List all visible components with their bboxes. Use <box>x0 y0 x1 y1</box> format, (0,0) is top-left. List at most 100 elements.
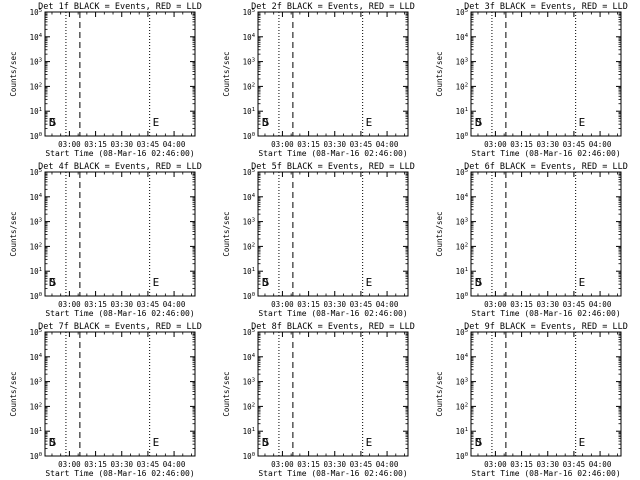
x-tick-label: 03:30 <box>323 460 346 469</box>
time-marker-label: E <box>579 116 586 129</box>
plot-frame <box>257 331 409 457</box>
y-tick-label: 103 <box>243 58 255 67</box>
y-tick-label: 100 <box>243 452 255 461</box>
panel-title: Det 4f BLACK = Events, RED = LLD <box>38 162 202 172</box>
x-tick-label: 04:00 <box>376 460 399 469</box>
time-marker-label: S <box>263 276 270 289</box>
y-tick-label: 105 <box>243 8 255 17</box>
x-tick-label: 03:15 <box>84 140 107 149</box>
x-tick-label: 03:00 <box>271 460 294 469</box>
x-tick-label: 03:00 <box>271 300 294 309</box>
x-tick-label: 03:00 <box>58 460 81 469</box>
x-tick-label: 03:30 <box>323 140 346 149</box>
y-tick-label: 101 <box>30 427 42 436</box>
x-tick-label: 03:15 <box>84 300 107 309</box>
y-tick-label: 102 <box>456 82 468 91</box>
x-axis-label: Start Time (08-Mar-16 02:46:00) <box>471 149 620 158</box>
y-tick-label: 101 <box>30 107 42 116</box>
panel-title: Det 2f BLACK = Events, RED = LLD <box>251 2 415 12</box>
y-tick-label: 103 <box>30 58 42 67</box>
y-axis-label: Counts/sec <box>9 371 18 416</box>
x-axis-label: Start Time (08-Mar-16 02:46:00) <box>45 309 194 318</box>
time-marker-label: D <box>475 116 482 129</box>
x-tick-label: 03:15 <box>510 140 533 149</box>
time-marker-label: E <box>153 116 160 129</box>
x-tick-label: 04:00 <box>376 140 399 149</box>
time-marker-label: S <box>476 116 483 129</box>
x-tick-label: 03:15 <box>510 460 533 469</box>
x-tick-label: 03:45 <box>350 460 373 469</box>
y-tick-label: 104 <box>243 193 256 202</box>
x-tick-label: 03:45 <box>563 140 586 149</box>
x-axis-label: Start Time (08-Mar-16 02:46:00) <box>258 469 407 478</box>
y-tick-label: 105 <box>30 168 42 177</box>
time-marker-label: E <box>366 276 373 289</box>
time-marker-label: S <box>263 436 270 449</box>
y-tick-label: 104 <box>243 33 256 42</box>
x-tick-label: 03:00 <box>484 300 507 309</box>
time-marker-label: E <box>579 276 586 289</box>
y-tick-label: 104 <box>30 33 43 42</box>
x-tick-label: 03:30 <box>110 140 133 149</box>
y-tick-label: 102 <box>243 82 255 91</box>
time-marker-label: E <box>366 436 373 449</box>
x-tick-label: 03:15 <box>297 300 320 309</box>
y-tick-label: 102 <box>456 242 468 251</box>
y-tick-label: 103 <box>243 378 255 387</box>
x-tick-label: 03:45 <box>137 140 160 149</box>
y-tick-label: 104 <box>30 193 43 202</box>
detector-panel: Det 9f BLACK = Events, RED = LLD 100 101 10… <box>435 322 628 478</box>
y-axis-label: Counts/sec <box>222 211 231 256</box>
y-tick-label: 105 <box>30 328 42 337</box>
y-tick-label: 103 <box>456 58 468 67</box>
x-tick-label: 03:00 <box>271 140 294 149</box>
x-tick-label: 03:45 <box>563 300 586 309</box>
detector-panel: Det 2f BLACK = Events, RED = LLD 100 101 10… <box>222 2 415 158</box>
time-marker-label: D <box>262 436 269 449</box>
panel-title: Det 3f BLACK = Events, RED = LLD <box>464 2 628 12</box>
x-axis-label: Start Time (08-Mar-16 02:46:00) <box>471 309 620 318</box>
y-tick-label: 101 <box>30 267 42 276</box>
y-tick-label: 100 <box>30 132 42 141</box>
y-tick-label: 104 <box>456 353 469 362</box>
x-tick-label: 04:00 <box>376 300 399 309</box>
y-tick-label: 101 <box>243 267 255 276</box>
detector-panel: Det 7f BLACK = Events, RED = LLD 100 101 10… <box>9 322 202 478</box>
y-tick-label: 100 <box>243 292 255 301</box>
x-tick-label: 04:00 <box>163 140 186 149</box>
y-tick-label: 104 <box>456 193 469 202</box>
y-tick-label: 100 <box>30 292 42 301</box>
detector-panel: Det 5f BLACK = Events, RED = LLD 100 101 10… <box>222 162 415 318</box>
panel-title: Det 7f BLACK = Events, RED = LLD <box>38 322 202 332</box>
y-tick-label: 101 <box>456 427 468 436</box>
y-tick-label: 103 <box>243 218 255 227</box>
time-marker-label: D <box>49 436 56 449</box>
y-tick-label: 102 <box>243 402 255 411</box>
y-tick-label: 102 <box>243 242 255 251</box>
detector-panel: Det 1f BLACK = Events, RED = LLD 100 101 10… <box>9 2 202 158</box>
x-tick-label: 03:30 <box>536 460 559 469</box>
x-axis-label: Start Time (08-Mar-16 02:46:00) <box>471 469 620 478</box>
y-tick-label: 104 <box>243 353 256 362</box>
y-tick-label: 101 <box>243 427 255 436</box>
time-marker-label: S <box>263 116 270 129</box>
y-axis-label: Counts/sec <box>9 51 18 96</box>
time-marker-label: D <box>49 276 56 289</box>
y-tick-label: 105 <box>243 168 255 177</box>
y-tick-label: 101 <box>456 267 468 276</box>
x-tick-label: 03:00 <box>484 460 507 469</box>
x-tick-label: 04:00 <box>589 460 612 469</box>
y-tick-label: 100 <box>456 452 468 461</box>
y-tick-label: 105 <box>456 328 468 337</box>
y-tick-label: 102 <box>456 402 468 411</box>
detector-panel: Det 3f BLACK = Events, RED = LLD 100 101 10… <box>435 2 628 158</box>
time-marker-label: E <box>366 116 373 129</box>
x-tick-label: 03:45 <box>350 140 373 149</box>
time-marker-label: E <box>153 436 160 449</box>
y-axis-label: Counts/sec <box>435 371 444 416</box>
time-marker-label: S <box>50 116 57 129</box>
plot-frame <box>257 11 409 137</box>
x-tick-label: 04:00 <box>163 460 186 469</box>
panel-title: Det 6f BLACK = Events, RED = LLD <box>464 162 628 172</box>
